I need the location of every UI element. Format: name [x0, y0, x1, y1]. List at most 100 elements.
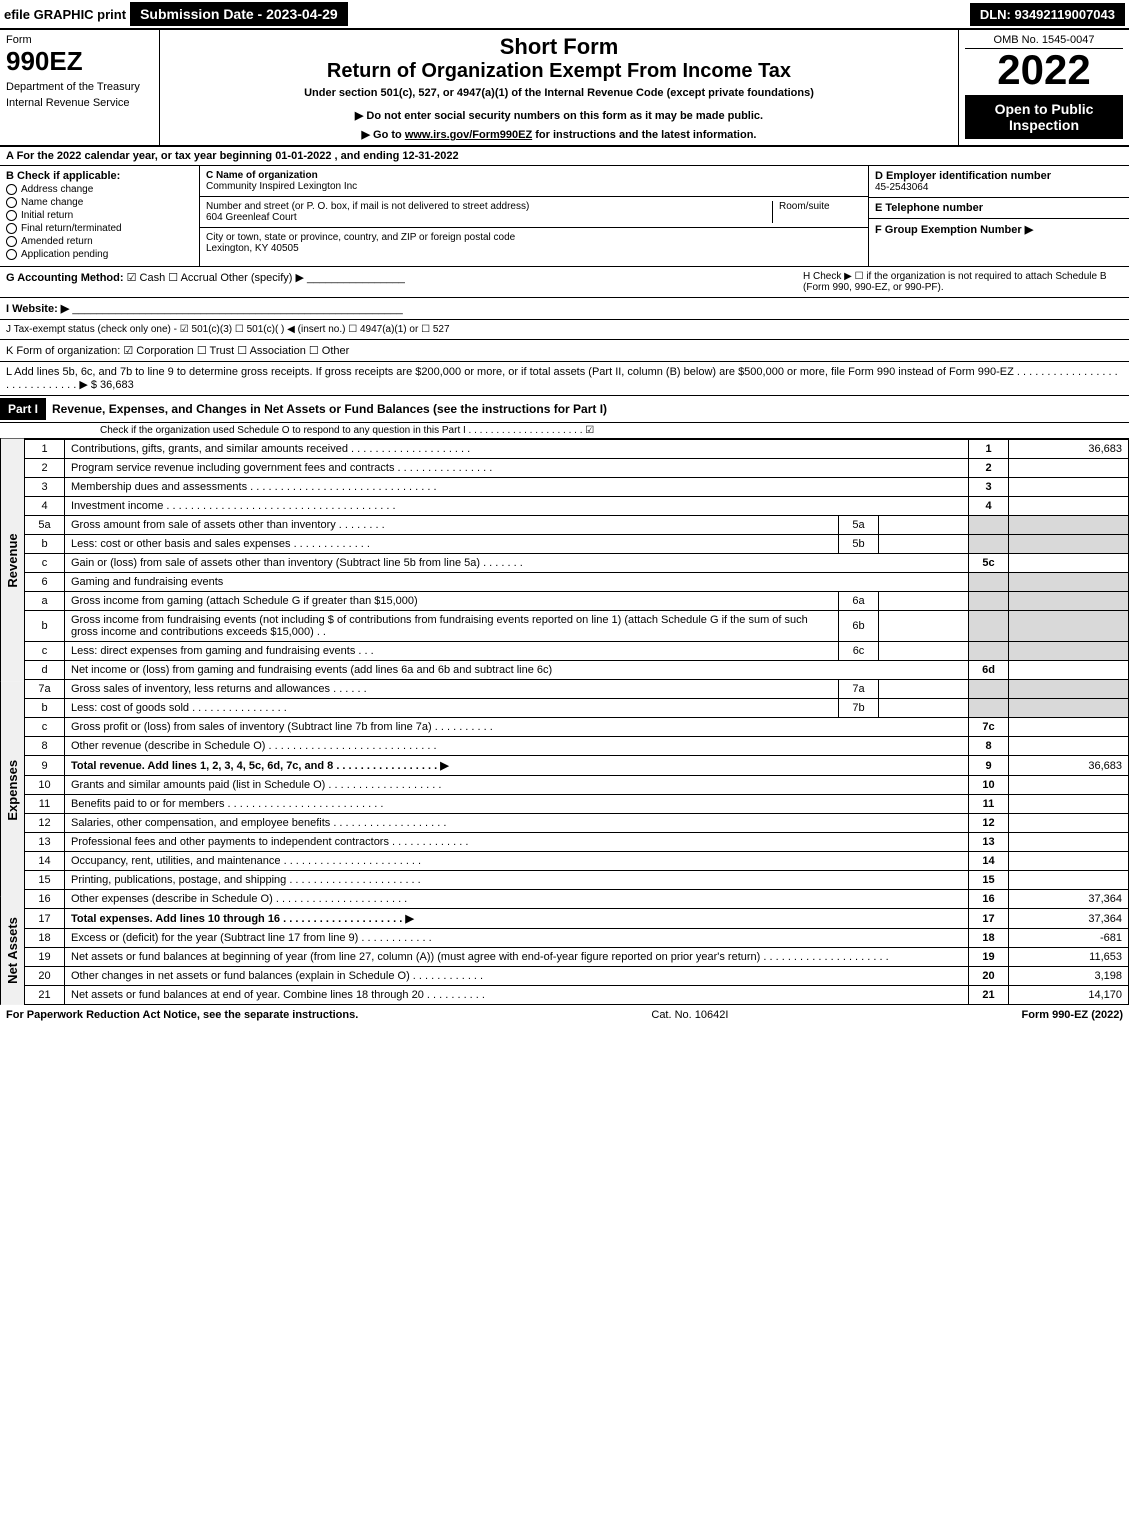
row-h: H Check ▶ ☐ if the organization is not r…: [803, 271, 1123, 293]
check-address-change[interactable]: Address change: [6, 184, 193, 195]
line-7c: cGross profit or (loss) from sales of in…: [25, 718, 1129, 737]
line-refnum: 20: [969, 967, 1009, 986]
line-refnum: [969, 516, 1009, 535]
sub-num: 5b: [839, 535, 879, 554]
entity-box: B Check if applicable: Address change Na…: [0, 166, 1129, 267]
line-num: 12: [25, 814, 65, 833]
line-6b: bGross income from fundraising events (n…: [25, 611, 1129, 642]
line-amount: [1009, 497, 1129, 516]
row-l: L Add lines 5b, 6c, and 7b to line 9 to …: [0, 362, 1129, 396]
section-a-text: A For the 2022 calendar year, or tax yea…: [6, 150, 459, 162]
checkbox-icon: [6, 249, 17, 260]
line-desc: Gross sales of inventory, less returns a…: [65, 680, 839, 699]
line-desc: Gross profit or (loss) from sales of inv…: [65, 718, 969, 737]
check-final-return[interactable]: Final return/terminated: [6, 223, 193, 234]
phone-row: E Telephone number: [869, 198, 1129, 219]
line-amount: [1009, 871, 1129, 890]
line-refnum: 5c: [969, 554, 1009, 573]
part1-header: Part I Revenue, Expenses, and Changes in…: [0, 396, 1129, 423]
line-num: 13: [25, 833, 65, 852]
line-amount: [1009, 535, 1129, 554]
line-amount: [1009, 776, 1129, 795]
line-desc: Benefits paid to or for members . . . . …: [65, 795, 969, 814]
sidebar-revenue: Revenue: [0, 439, 24, 682]
check-amended-return[interactable]: Amended return: [6, 236, 193, 247]
line-5a: 5aGross amount from sale of assets other…: [25, 516, 1129, 535]
org-name: Community Inspired Lexington Inc: [206, 181, 357, 192]
gross-receipts-note: L Add lines 5b, 6c, and 7b to line 9 to …: [6, 366, 1123, 391]
line-10: 10Grants and similar amounts paid (list …: [25, 776, 1129, 795]
line-20: 20Other changes in net assets or fund ba…: [25, 967, 1129, 986]
line-refnum: 1: [969, 440, 1009, 459]
line-refnum: [969, 592, 1009, 611]
line-desc: Gaming and fundraising events: [65, 573, 969, 592]
line-17: 17Total expenses. Add lines 10 through 1…: [25, 909, 1129, 929]
goto-link[interactable]: www.irs.gov/Form990EZ: [405, 129, 532, 141]
line-refnum: 12: [969, 814, 1009, 833]
line-9: 9Total revenue. Add lines 1, 2, 3, 4, 5c…: [25, 756, 1129, 776]
ein-row: D Employer identification number 45-2543…: [869, 166, 1129, 198]
line-amount: [1009, 478, 1129, 497]
check-label: Application pending: [21, 249, 108, 260]
under-section: Under section 501(c), 527, or 4947(a)(1)…: [170, 87, 948, 99]
sub-amount: [879, 611, 969, 642]
sub-num: 5a: [839, 516, 879, 535]
line-21: 21Net assets or fund balances at end of …: [25, 986, 1129, 1005]
line-amount: [1009, 833, 1129, 852]
line-desc: Total expenses. Add lines 10 through 16 …: [71, 913, 414, 925]
line-refnum: 6d: [969, 661, 1009, 680]
line-desc: Gross amount from sale of assets other t…: [65, 516, 839, 535]
line-desc: Other changes in net assets or fund bala…: [65, 967, 969, 986]
line-amount: -681: [1009, 929, 1129, 948]
sub-num: 7b: [839, 699, 879, 718]
line-refnum: 13: [969, 833, 1009, 852]
sidebar-labels: Revenue Expenses Net Assets: [0, 439, 24, 1005]
top-bar-left: efile GRAPHIC print Submission Date - 20…: [4, 2, 348, 26]
box-b: B Check if applicable: Address change Na…: [0, 166, 200, 266]
part1-body: Revenue Expenses Net Assets 1Contributio…: [0, 439, 1129, 1005]
line-num: 14: [25, 852, 65, 871]
check-name-change[interactable]: Name change: [6, 197, 193, 208]
line-num: 20: [25, 967, 65, 986]
line-amount: [1009, 737, 1129, 756]
box-c: C Name of organization Community Inspire…: [200, 166, 869, 266]
box-de: D Employer identification number 45-2543…: [869, 166, 1129, 266]
part1-table: 1Contributions, gifts, grants, and simil…: [24, 439, 1129, 1005]
line-amount: 37,364: [1009, 909, 1129, 929]
check-application-pending[interactable]: Application pending: [6, 249, 193, 260]
submission-date: Submission Date - 2023-04-29: [130, 2, 348, 26]
dept-irs: Internal Revenue Service: [6, 97, 153, 109]
line-amount: 14,170: [1009, 986, 1129, 1005]
line-refnum: [969, 680, 1009, 699]
header-center: Short Form Return of Organization Exempt…: [160, 30, 959, 145]
ein-value: 45-2543064: [875, 182, 928, 193]
line-amount: [1009, 680, 1129, 699]
line-refnum: 7c: [969, 718, 1009, 737]
org-name-label: C Name of organization: [206, 170, 318, 181]
check-initial-return[interactable]: Initial return: [6, 210, 193, 221]
sidebar-expenses: Expenses: [0, 682, 24, 898]
street-value: 604 Greenleaf Court: [206, 212, 297, 223]
line-amount: [1009, 642, 1129, 661]
line-desc: Printing, publications, postage, and shi…: [65, 871, 969, 890]
line-desc: Investment income . . . . . . . . . . . …: [65, 497, 969, 516]
section-a: A For the 2022 calendar year, or tax yea…: [0, 147, 1129, 166]
goto-prefix: ▶ Go to: [362, 129, 405, 141]
line-desc: Other revenue (describe in Schedule O) .…: [65, 737, 969, 756]
line-desc: Gross income from fundraising events (no…: [65, 611, 839, 642]
check-label: Amended return: [21, 236, 93, 247]
dln-label: DLN: 93492119007043: [970, 3, 1125, 26]
line-refnum: [969, 573, 1009, 592]
efile-label[interactable]: efile GRAPHIC print: [4, 7, 126, 22]
tax-exempt-status: J Tax-exempt status (check only one) - ☑…: [6, 324, 450, 335]
top-bar: efile GRAPHIC print Submission Date - 20…: [0, 0, 1129, 30]
line-num: 19: [25, 948, 65, 967]
line-amount: [1009, 661, 1129, 680]
line-refnum: 16: [969, 890, 1009, 909]
line-num: 16: [25, 890, 65, 909]
line-refnum: 11: [969, 795, 1009, 814]
sub-amount: [879, 535, 969, 554]
org-name-row: C Name of organization Community Inspire…: [200, 166, 868, 197]
line-desc: Net assets or fund balances at end of ye…: [65, 986, 969, 1005]
line-6c: cLess: direct expenses from gaming and f…: [25, 642, 1129, 661]
